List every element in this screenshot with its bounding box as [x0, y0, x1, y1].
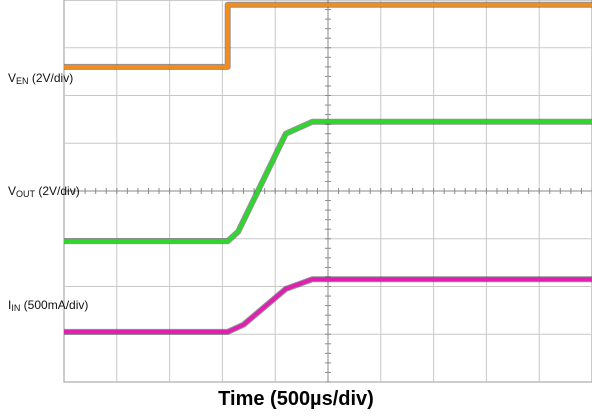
vout-trace: [64, 119, 592, 244]
iin-channel-label: IIN (500mA/div): [8, 298, 89, 313]
ven-channel-label: VEN (2V/div): [8, 71, 74, 86]
ven-trace: [64, 2, 592, 69]
vout-channel-label: VOUT (2V/div): [8, 184, 80, 199]
x-axis-label: Time (500µs/div): [218, 388, 374, 410]
iin-trace: [64, 277, 592, 334]
graticule: [63, 0, 592, 383]
traces: [64, 1, 592, 335]
